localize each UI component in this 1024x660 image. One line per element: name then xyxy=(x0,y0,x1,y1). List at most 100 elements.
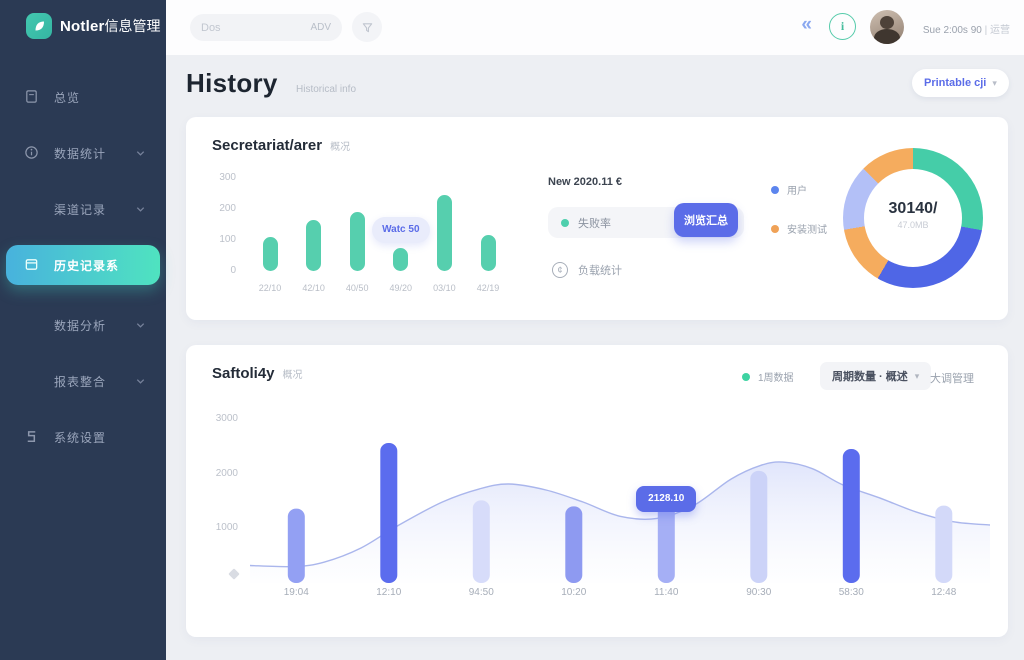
spacer xyxy=(24,373,40,389)
bar xyxy=(349,212,365,271)
legend-label: 用户 xyxy=(787,186,807,197)
x-tick-label: 49/20 xyxy=(389,283,413,293)
x-tick-label: 58:30 xyxy=(838,587,864,598)
x-tick-label: 10:20 xyxy=(561,587,587,598)
x-tick-label: 19:04 xyxy=(283,587,309,598)
sidebar-item-label: 报表整合 xyxy=(54,374,107,389)
bar xyxy=(480,235,496,271)
folder-icon xyxy=(24,257,40,273)
topbar: Dos ADV « i Sue 2:00s 90 | 运营 xyxy=(166,0,1024,55)
stat-row-2-label: 负载统计 xyxy=(578,265,622,277)
legend-dot xyxy=(771,224,779,233)
user-role-text: | 运营 xyxy=(984,25,1010,36)
legend-label: 安装测试 xyxy=(787,225,827,236)
sidebar-item[interactable]: 系统设置 xyxy=(0,417,166,457)
y-tick-label: 100 xyxy=(219,234,236,245)
donut-chart xyxy=(843,148,983,288)
sidebar-item-label: 系统设置 xyxy=(54,430,107,445)
donut-sub-label: 47.0MB xyxy=(897,220,929,230)
x-tick-label: 03/10 xyxy=(433,283,456,293)
logo-text: Notler信息管理 xyxy=(60,18,161,35)
manage-link[interactable]: 大调管理 xyxy=(930,373,974,385)
chart-tooltip: 2128.10 xyxy=(636,485,697,512)
donut-center: 30140/ 47.0MB xyxy=(843,200,983,230)
chart-tooltip: Watc 50 xyxy=(371,216,430,243)
sidebar-item[interactable]: 总览 xyxy=(0,77,166,117)
y-tick-label: 2000 xyxy=(215,467,238,479)
funnel-icon xyxy=(362,22,372,32)
bar xyxy=(565,506,583,583)
y-tick-label: 0 xyxy=(230,265,236,276)
sidebar-item-label: 渠道记录 xyxy=(54,202,107,217)
stat-row-2: ¢ 负载统计 xyxy=(552,262,622,278)
activity-card: Saftoli4y 概况 1周数据 周期数量 · 概述 ▾ 大调管理 3000 20… xyxy=(186,345,1008,637)
sidebar-item[interactable]: 历史记录系 xyxy=(6,245,160,285)
bar xyxy=(393,247,409,271)
overview-card: Secretariat/arer 概况 300 200 100 0 Watc 50 22… xyxy=(186,117,1008,320)
export-dropdown-button[interactable]: Printable cji ▾ xyxy=(912,69,1009,97)
sidebar-item[interactable]: 报表整合 xyxy=(0,361,166,401)
sidebar-item[interactable]: 数据分析 xyxy=(0,305,166,345)
sidebar-item[interactable]: 渠道记录 xyxy=(0,189,166,229)
sidebar-nav: 总览数据统计渠道记录历史记录系数据分析报表整合系统设置 xyxy=(0,77,166,457)
chevron-down-icon xyxy=(135,320,146,331)
logo: Notler信息管理 xyxy=(0,0,166,39)
sidebar-item-label: 总览 xyxy=(54,90,81,105)
y-tick-label: 3000 xyxy=(215,412,238,424)
avatar[interactable] xyxy=(870,10,904,44)
x-tick-label: 12:10 xyxy=(376,587,402,598)
y-tick-label: 200 xyxy=(219,203,236,214)
mixed-chart-x-axis: 19:04 12:10 94:50 10:20 11:40 90:30 58:30 12:48 xyxy=(250,587,990,598)
bar xyxy=(657,503,675,583)
filter-button[interactable] xyxy=(352,12,382,42)
x-tick-label: 40/50 xyxy=(345,283,369,293)
axis-diamond-marker xyxy=(228,568,240,580)
area-line xyxy=(250,461,990,568)
page-subtitle: Historical info xyxy=(296,84,357,95)
status-dot xyxy=(561,218,569,227)
legend-dot xyxy=(771,185,779,194)
legend-item-installs[interactable]: 安装测试 xyxy=(771,221,827,236)
overview-card-title: Secretariat/arer 概况 xyxy=(212,137,351,154)
sidebar-item-label: 数据统计 xyxy=(54,146,107,161)
sidebar: Notler信息管理 总览数据统计渠道记录历史记录系数据分析报表整合系统设置 xyxy=(0,0,166,660)
x-tick-label: 94:50 xyxy=(468,587,494,598)
bar xyxy=(306,219,322,271)
chevron-down-icon xyxy=(135,204,146,215)
user-name[interactable]: Sue 2:00s 90 | 运营 xyxy=(923,21,1010,36)
donut-value: 30140/ xyxy=(888,200,938,217)
spacer xyxy=(24,317,40,333)
collapse-sidebar-icon[interactable]: « xyxy=(801,14,812,35)
search-hint: ADV xyxy=(310,22,331,33)
x-tick-label: 42/19 xyxy=(476,283,500,293)
bar xyxy=(842,449,860,583)
settings-icon xyxy=(24,429,40,445)
period-filter-dropdown[interactable]: 周期数量 · 概述 ▾ xyxy=(820,362,932,390)
bar xyxy=(287,508,305,583)
search-input[interactable]: Dos ADV xyxy=(190,14,342,41)
search-placeholder: Dos xyxy=(201,21,221,34)
chevron-down-icon: ▾ xyxy=(992,77,997,88)
sidebar-item-label: 历史记录系 xyxy=(54,258,120,273)
bar xyxy=(472,500,490,583)
chevron-down-icon xyxy=(135,148,146,159)
export-dropdown-label: Printable cji xyxy=(924,77,987,89)
x-tick-label: 11:40 xyxy=(654,587,679,598)
chevron-down-icon xyxy=(135,376,146,387)
page-title: History xyxy=(186,68,278,98)
x-tick-label: 12:48 xyxy=(931,587,957,598)
bar xyxy=(436,195,452,271)
summary-button[interactable]: 浏览汇总 xyxy=(674,203,738,237)
info-icon[interactable]: i xyxy=(829,13,856,40)
week-data-legend[interactable]: 1周数据 xyxy=(742,369,794,384)
sidebar-item[interactable]: 数据统计 xyxy=(0,133,166,173)
x-tick-label: 22/10 xyxy=(258,283,282,293)
stat-row-label: 失败率 xyxy=(578,217,611,230)
bar xyxy=(262,236,278,271)
y-tick-label: 300 xyxy=(219,172,236,183)
legend-item-users[interactable]: 用户 xyxy=(771,182,807,197)
y-tick-label: 1000 xyxy=(215,522,238,534)
bar-chart: Watc 50 22/10 42/10 40/50 49/20 03/10 42/19 xyxy=(250,167,540,297)
user-name-text: Sue 2:00s 90 xyxy=(922,25,982,36)
